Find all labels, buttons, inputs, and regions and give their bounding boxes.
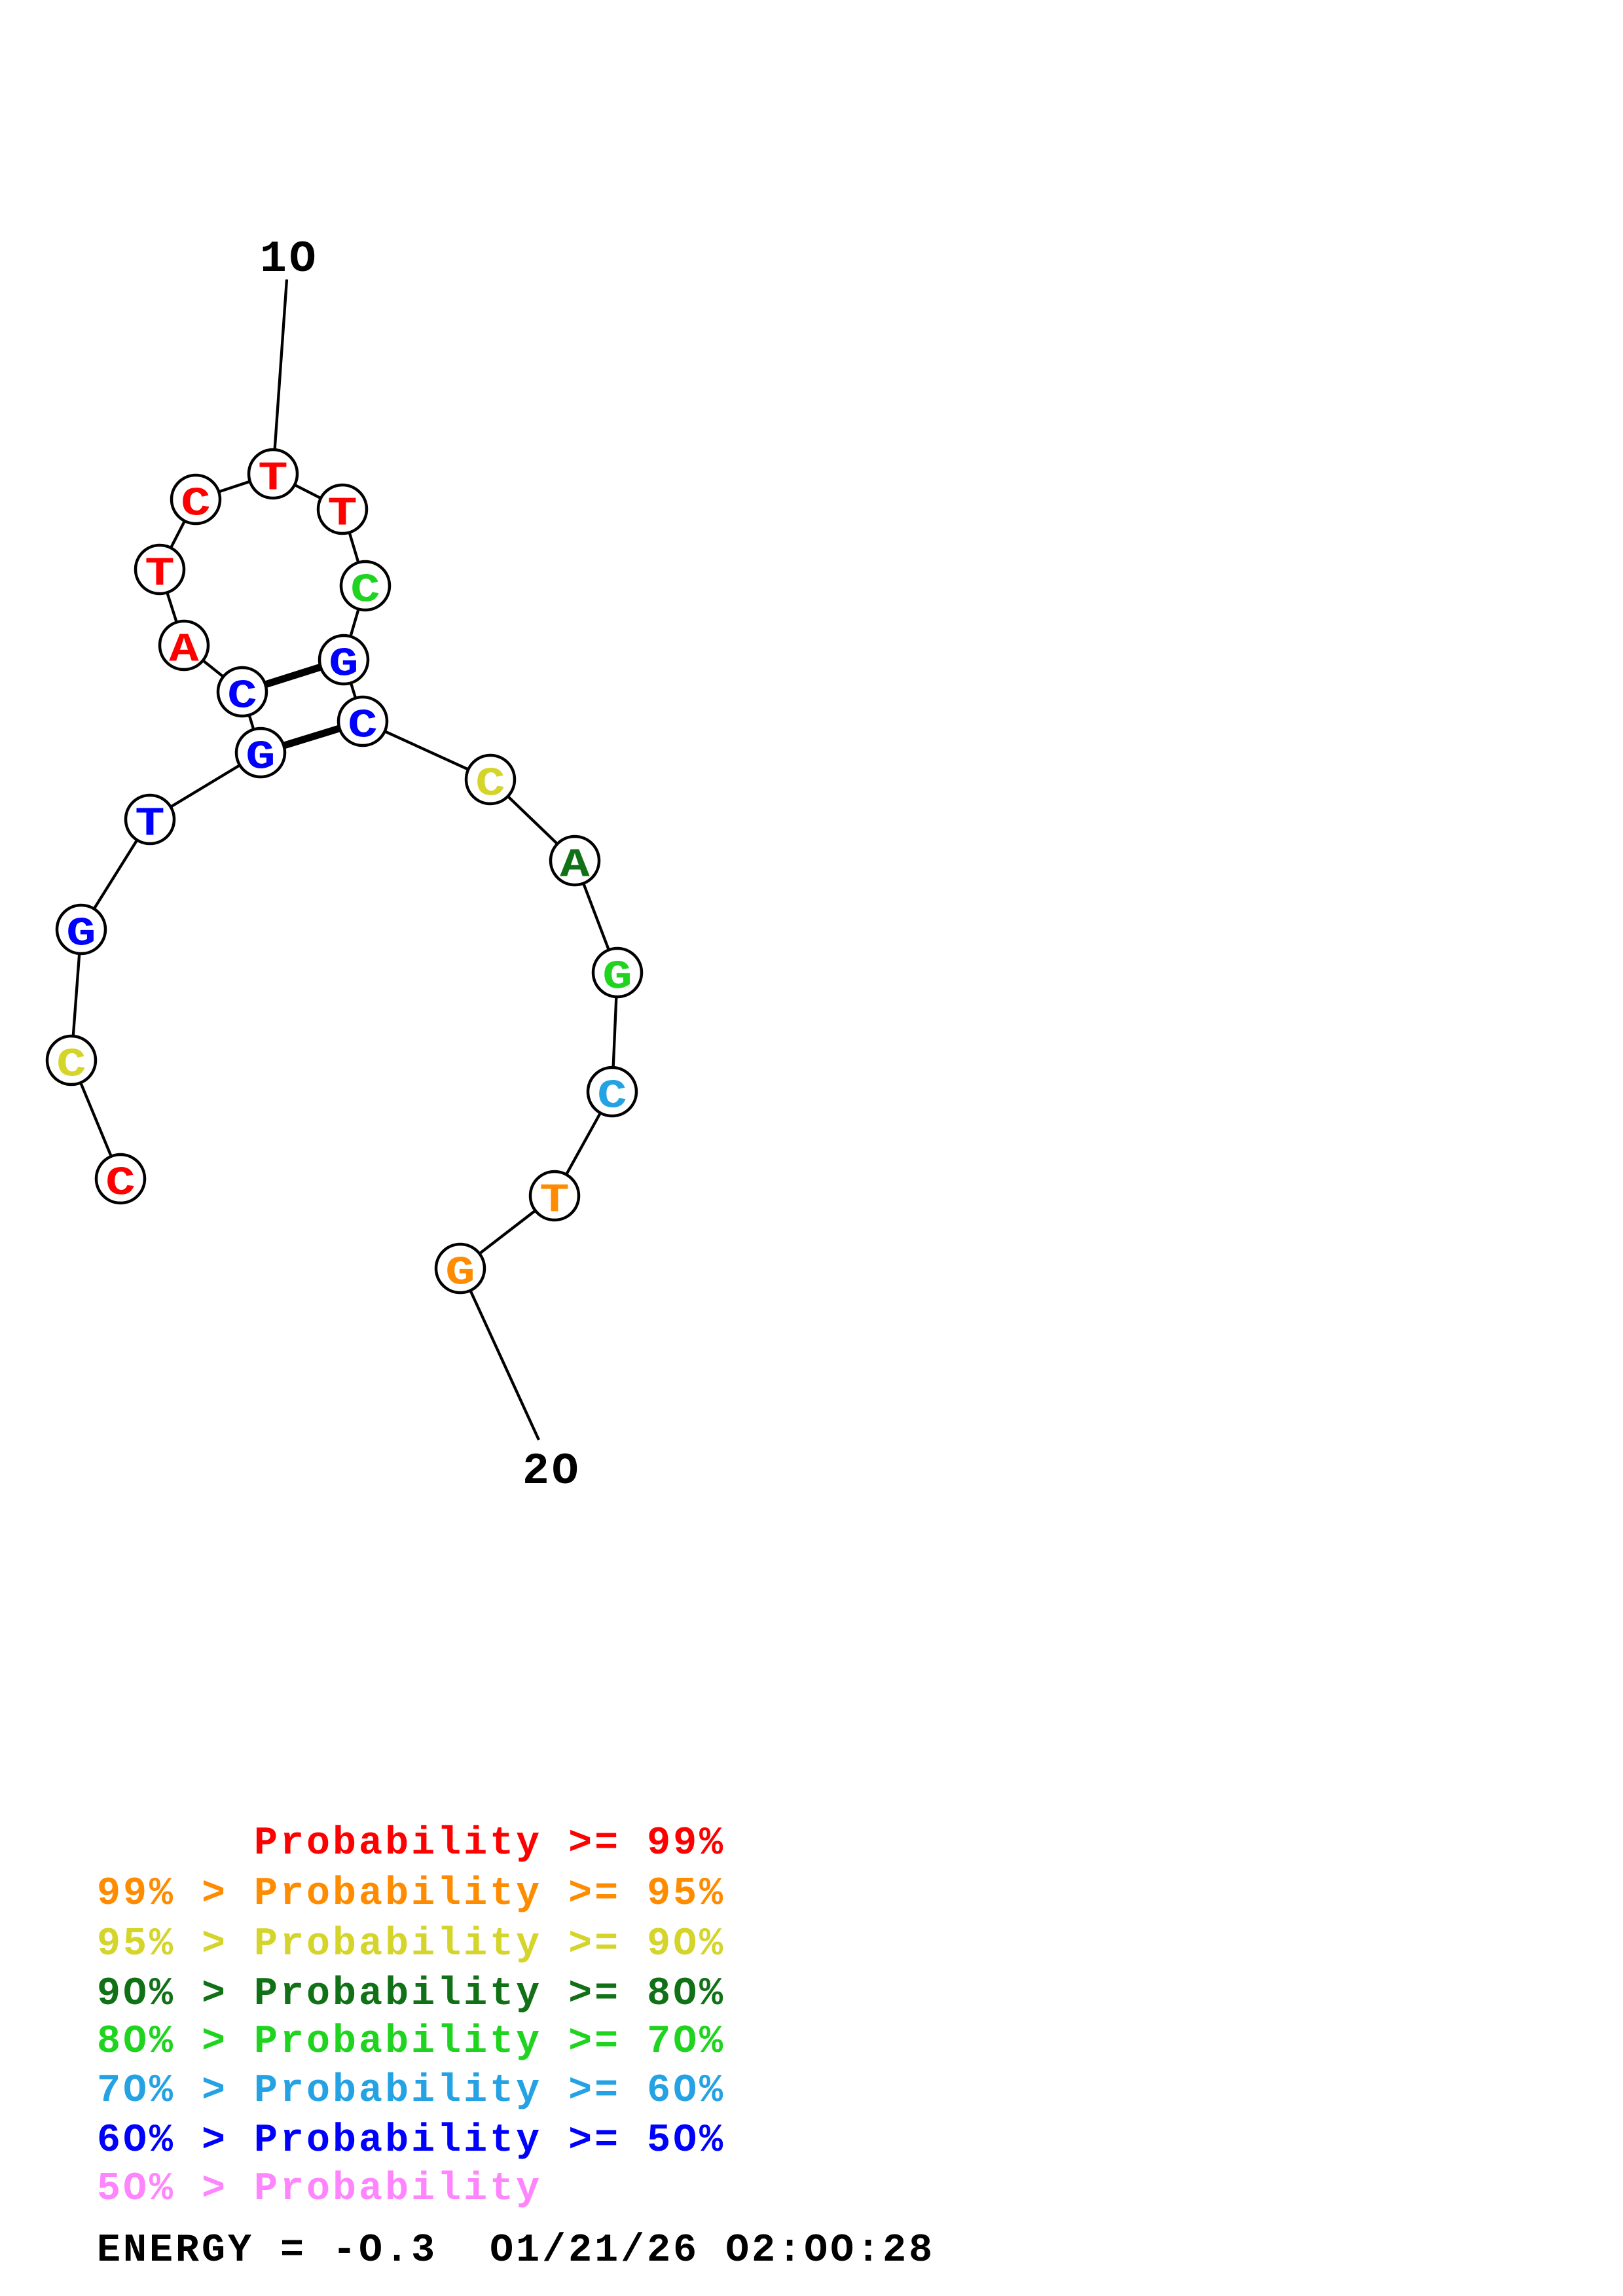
svg-text:G: G [602, 954, 632, 1001]
svg-text:99% > Probability >= 95%: 99% > Probability >= 95% [97, 1872, 725, 1916]
svg-text:7O% > Probability >= 6O%: 7O% > Probability >= 6O% [97, 2069, 725, 2113]
svg-text:8O% > Probability >= 7O%: 8O% > Probability >= 7O% [97, 2020, 725, 2064]
svg-text:T: T [327, 491, 357, 537]
svg-text:C: C [475, 761, 505, 808]
svg-text:G: G [246, 734, 275, 781]
svg-text:T: T [539, 1177, 569, 1224]
svg-text:C: C [350, 567, 380, 614]
svg-text:T: T [145, 551, 174, 598]
svg-text:5O% > Probability: 5O% > Probability [97, 2167, 542, 2212]
svg-text:T: T [135, 801, 164, 848]
svg-text:C: C [597, 1073, 627, 1120]
svg-text:9O% > Probability >= 8O%: 9O% > Probability >= 8O% [97, 1972, 725, 2017]
svg-text:C: C [181, 481, 210, 528]
svg-text:G: G [329, 641, 358, 688]
svg-text:C: C [227, 673, 257, 720]
svg-text:G: G [445, 1250, 475, 1297]
svg-text:95% > Probability >= 9O%: 95% > Probability >= 9O% [97, 1922, 725, 1967]
svg-text:ENERGY = -O.3 O1/21/26 O2:OO:: ENERGY = -O.3 O1/21/26 O2:OO:28 [97, 2229, 935, 2273]
svg-text:C: C [348, 703, 377, 749]
svg-text:C: C [56, 1042, 86, 1088]
svg-text:1O: 1O [260, 234, 319, 285]
svg-text:Probability >= 99%: Probability >= 99% [97, 1821, 725, 1866]
svg-text:6O% > Probability >= 5O%: 6O% > Probability >= 5O% [97, 2119, 725, 2163]
svg-text:A: A [560, 842, 590, 889]
svg-text:A: A [169, 627, 199, 673]
svg-text:C: C [105, 1160, 135, 1207]
svg-text:2O: 2O [522, 1446, 581, 1497]
svg-text:G: G [66, 911, 96, 958]
svg-text:T: T [258, 456, 287, 502]
